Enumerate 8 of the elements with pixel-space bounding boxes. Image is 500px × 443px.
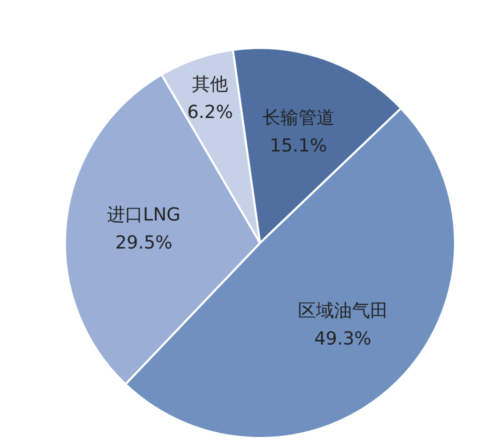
- data-label: 49.3%: [314, 328, 372, 350]
- data-label: 6.2%: [187, 102, 233, 124]
- slice-label: 其他: [192, 74, 228, 96]
- slice-label: 进口LNG: [107, 204, 181, 226]
- data-label: 29.5%: [115, 232, 172, 254]
- slice-label: 长输管道: [262, 107, 334, 128]
- data-label: 15.1%: [270, 135, 327, 156]
- slice-label: 区域油气田: [298, 300, 388, 322]
